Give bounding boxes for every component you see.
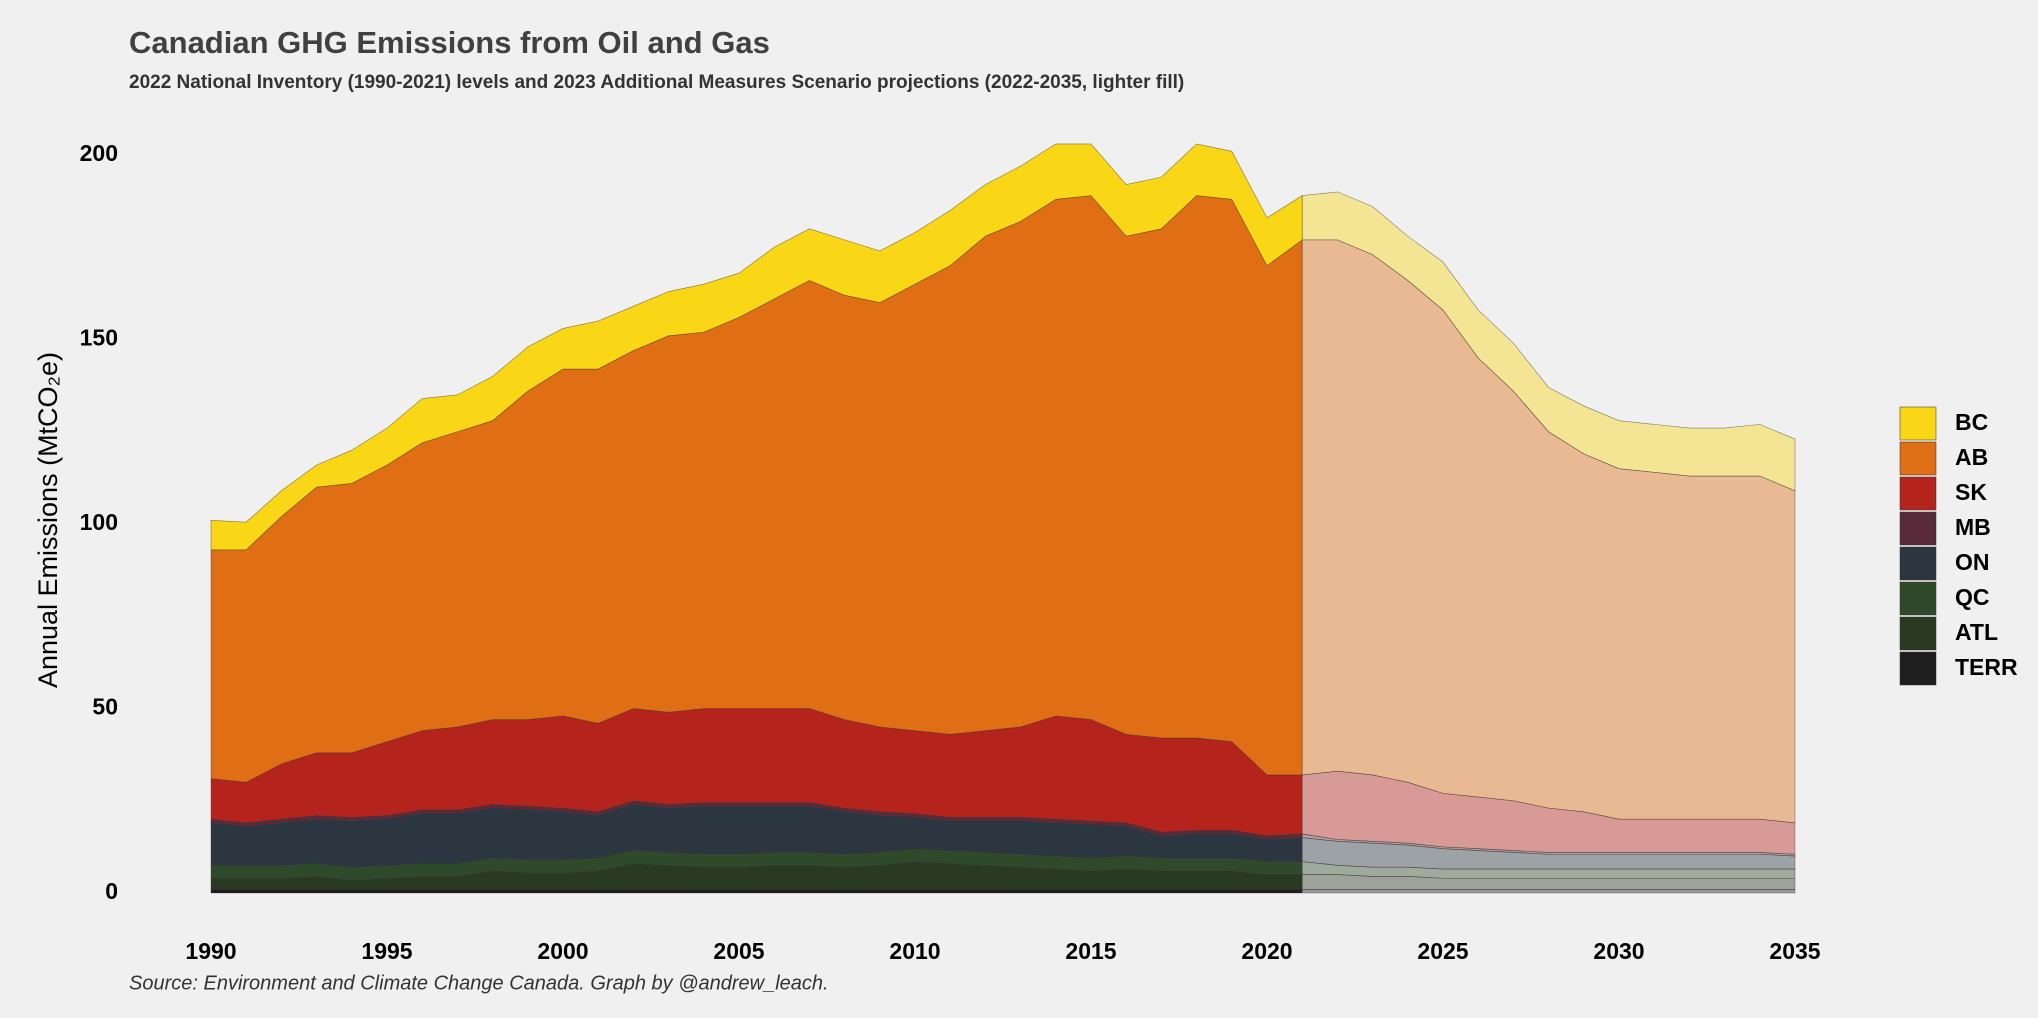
legend-swatch xyxy=(1899,441,1937,476)
y-tick-label: 200 xyxy=(80,140,118,166)
x-tick-label: 2005 xyxy=(713,938,764,964)
legend-swatch xyxy=(1899,616,1937,651)
history-area xyxy=(210,889,1303,894)
x-tick-label: 2035 xyxy=(1769,938,1820,964)
source-note: Source: Environment and Climate Change C… xyxy=(129,972,829,994)
projection-area xyxy=(1301,191,1796,492)
plot-area xyxy=(210,143,1796,894)
legend-swatch xyxy=(1899,546,1937,581)
legend-swatch xyxy=(1899,511,1937,546)
y-tick-label: 50 xyxy=(92,694,118,720)
legend-label: MB xyxy=(1955,514,1991,540)
y-tick-label: 150 xyxy=(80,325,118,351)
x-tick-label: 1990 xyxy=(185,938,236,964)
legend-label: QC xyxy=(1955,584,1990,610)
legend-swatch xyxy=(1899,581,1937,616)
legend-label: ATL xyxy=(1955,619,1998,645)
legend-label: BC xyxy=(1955,409,1988,435)
legend-swatch xyxy=(1899,406,1937,441)
y-tick-label: 100 xyxy=(80,509,118,535)
legend-label: ON xyxy=(1955,549,1990,575)
legend-label: TERR xyxy=(1955,654,2018,680)
x-tick-label: 2015 xyxy=(1065,938,1116,964)
x-tick-label: 2030 xyxy=(1593,938,1644,964)
x-tick-label: 2000 xyxy=(537,938,588,964)
chart-subtitle: 2022 National Inventory (1990-2021) leve… xyxy=(129,72,1184,93)
chart-title: Canadian GHG Emissions from Oil and Gas xyxy=(129,25,770,60)
x-tick-label: 2020 xyxy=(1241,938,1292,964)
legend-label: SK xyxy=(1955,479,1987,505)
projection-area xyxy=(1301,889,1796,894)
x-tick-label: 2025 xyxy=(1417,938,1468,964)
y-tick-label: 0 xyxy=(105,878,118,904)
legend-swatch xyxy=(1899,476,1937,511)
x-tick-label: 1995 xyxy=(361,938,412,964)
legend-swatch xyxy=(1899,651,1937,686)
y-axis-label: Annual Emissions (MtCO₂e) xyxy=(33,352,63,688)
x-tick-label: 2010 xyxy=(889,938,940,964)
legend: BC AB SK MB ON QC ATL TERR xyxy=(1899,406,2018,686)
legend-label: AB xyxy=(1955,444,1988,470)
